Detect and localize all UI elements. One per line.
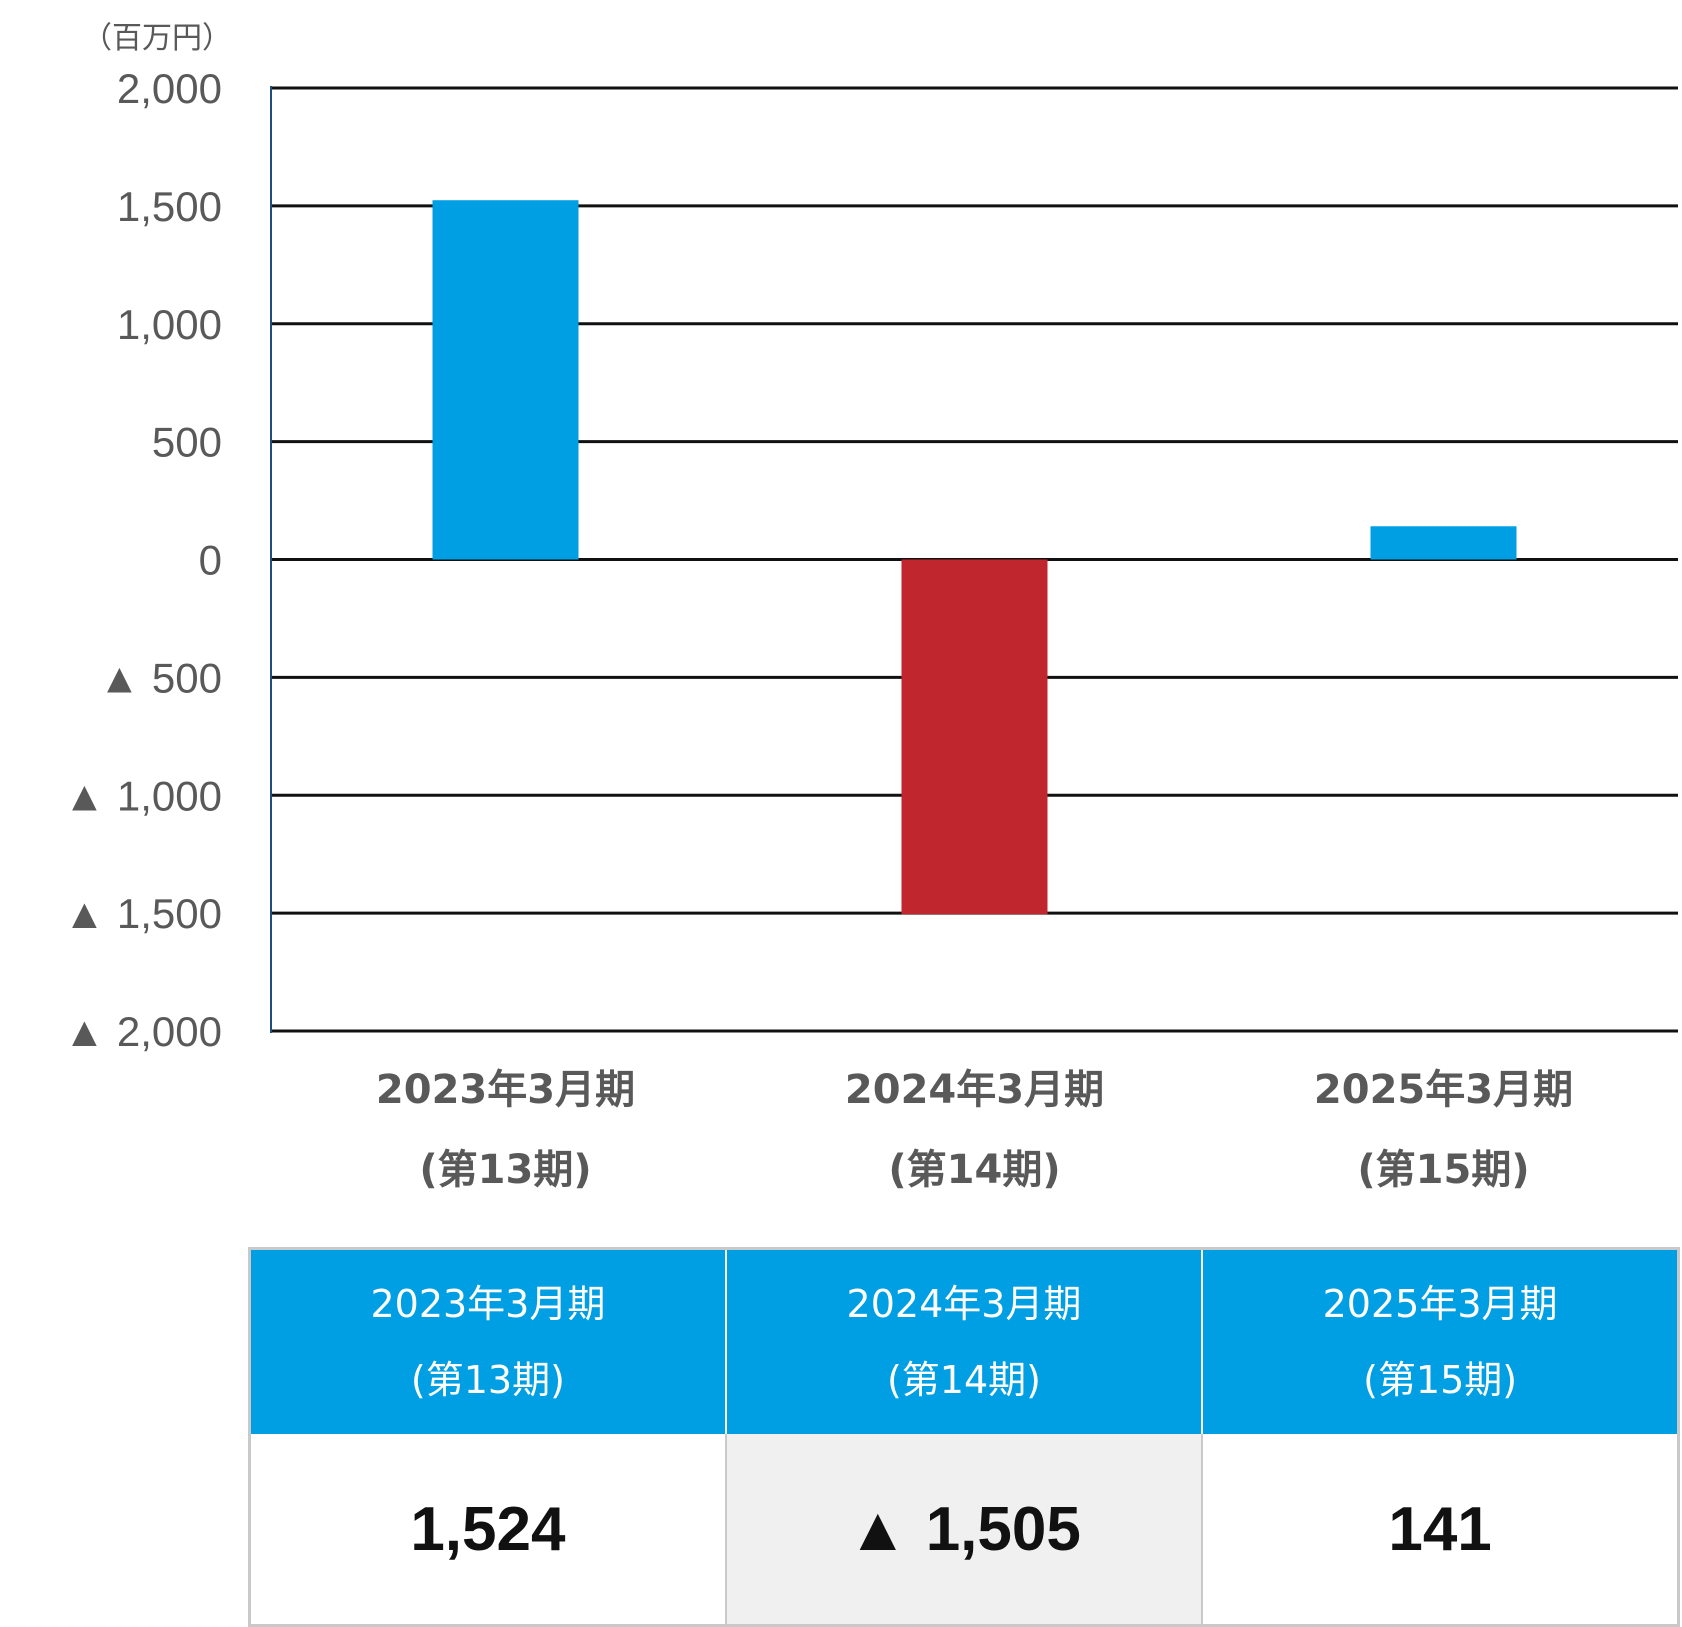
header-cell-fy2024: 2024年3月期 (第14期): [724, 1248, 1203, 1434]
value-cell-fy2023: 1,524: [249, 1434, 726, 1626]
bar: [1370, 526, 1517, 560]
bar-chart: （百万円） 2,000 1,500 1,000 500 0 ▲ 500 ▲ 1,000 ▲ 1…: [64, 21, 1678, 1193]
summary-table: 2023年3月期 (第13期) 2024年3月期 (第14期) 2025年3月期…: [248, 1247, 1680, 1627]
y-axis-ticks: 2,000 1,500 1,000 500 0 ▲ 500 ▲ 1,000 ▲ 1,500 ▲ …: [64, 65, 222, 1055]
unit-label: （百万円）: [82, 21, 232, 56]
y-tick-label: 1,500: [117, 183, 222, 230]
x-category-label: 2024年3月期(第14期): [845, 1067, 1104, 1193]
value-cell-fy2024: ▲ 1,505: [724, 1434, 1203, 1626]
y-tick-label: 1,000: [117, 301, 222, 348]
header-term: (第13期): [410, 1358, 565, 1402]
bar: [432, 200, 579, 560]
summary-header-row: 2023年3月期 (第13期) 2024年3月期 (第14期) 2025年3月期…: [249, 1248, 1679, 1434]
x-axis-categories: 2023年3月期(第13期) 2024年3月期(第14期) 2025年3月期(第15…: [376, 1067, 1573, 1193]
y-tick-label: 0: [199, 537, 222, 584]
header-term: (第14期): [886, 1358, 1041, 1402]
summary-value-row: 1,524 ▲ 1,505 141: [249, 1434, 1679, 1626]
x-category-label: 2023年3月期(第13期): [376, 1067, 635, 1193]
bars: [432, 200, 1517, 915]
x-category-label: 2025年3月期(第15期): [1314, 1067, 1573, 1193]
y-tick-label: 500: [152, 419, 222, 466]
y-tick-label: ▲ 2,000: [64, 1008, 222, 1055]
header-cell-fy2025: 2025年3月期 (第15期): [1201, 1248, 1679, 1434]
header-cell-fy2023: 2023年3月期 (第13期): [249, 1248, 726, 1434]
value-cell-fy2025: 141: [1201, 1434, 1679, 1626]
y-tick-label: ▲ 1,000: [64, 772, 222, 819]
y-tick-label: 2,000: [117, 65, 222, 112]
header-period: 2025年3月期: [1322, 1282, 1558, 1326]
header-term: (第15期): [1363, 1358, 1518, 1402]
y-tick-label: ▲ 500: [99, 654, 222, 701]
bar: [901, 559, 1048, 915]
header-period: 2023年3月期: [370, 1282, 606, 1326]
y-tick-label: ▲ 1,500: [64, 890, 222, 937]
header-period: 2024年3月期: [846, 1282, 1082, 1326]
